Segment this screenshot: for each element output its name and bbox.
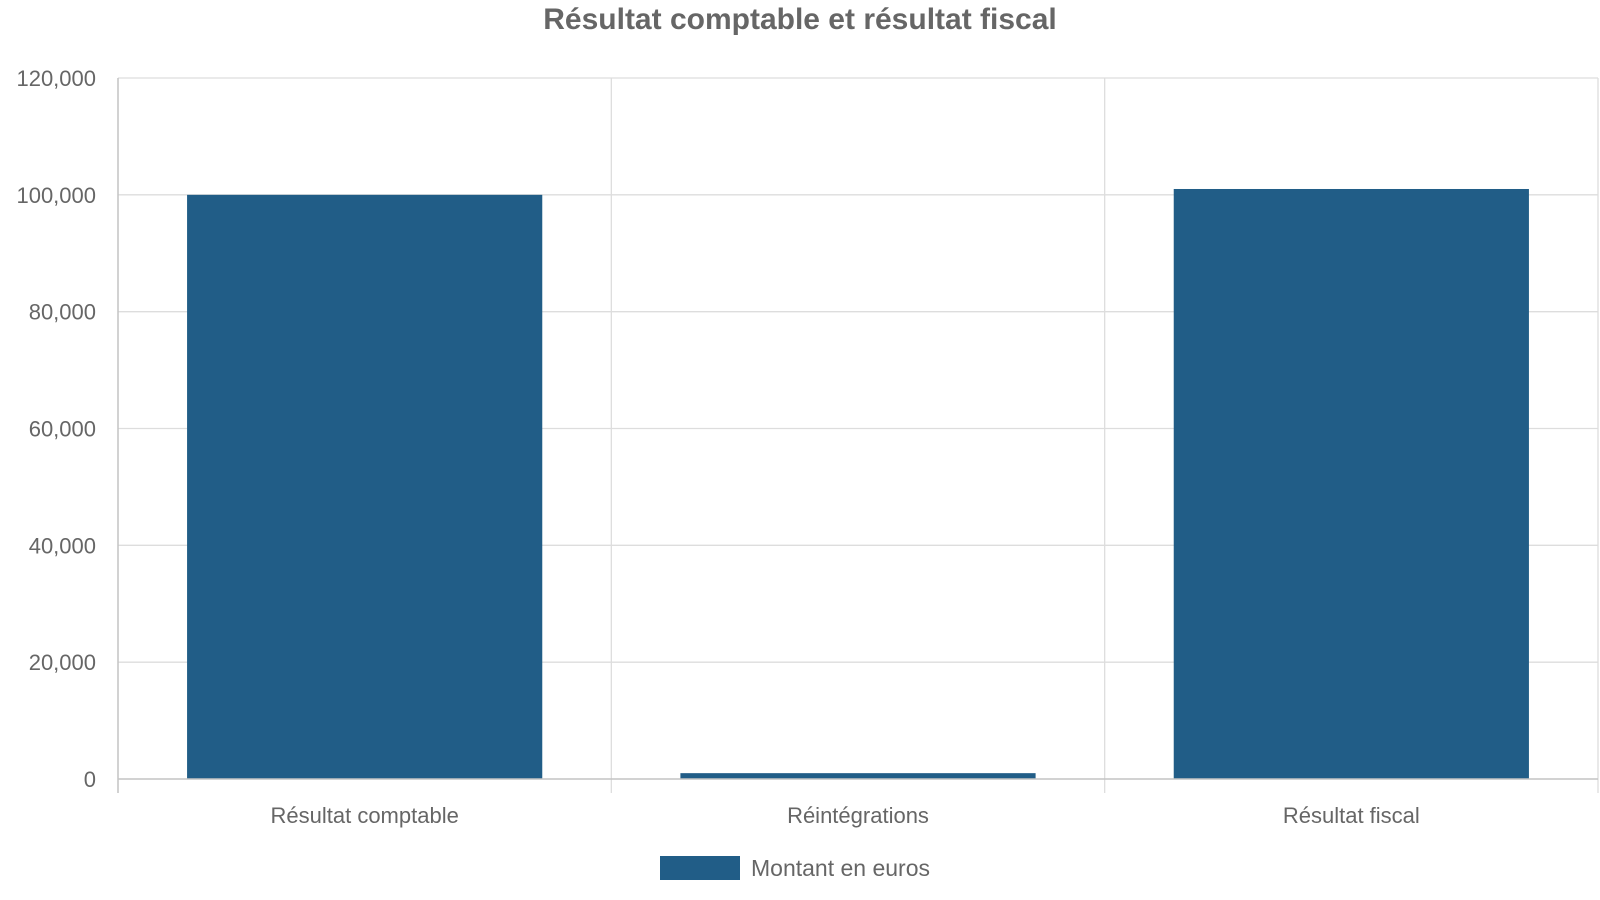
bar[interactable] [187, 194, 543, 780]
y-tick-label: 20,000 [29, 650, 96, 675]
legend-swatch[interactable] [660, 856, 740, 880]
y-tick-label: 100,000 [16, 183, 96, 208]
legend-label[interactable]: Montant en euros [751, 855, 930, 881]
y-tick-label: 40,000 [29, 533, 96, 558]
y-tick-label: 0 [84, 767, 96, 792]
bar-layer [187, 188, 1529, 780]
axis-layer: 0 20,000 40,000 60,000 80,000 100,000 120,000 R… [16, 66, 1598, 828]
y-tick-label: 120,000 [16, 66, 96, 91]
y-tick-label: 60,000 [29, 417, 96, 442]
chart-title: Résultat comptable et résultat fiscal [543, 3, 1057, 36]
x-tick-label: Résultat fiscal [1283, 803, 1420, 828]
bar[interactable] [1173, 188, 1529, 779]
x-tick-label: Résultat comptable [271, 803, 459, 828]
legend[interactable]: Montant en euros [660, 855, 930, 881]
x-tick-label: Réintégrations [787, 803, 929, 828]
y-tick-label: 80,000 [29, 300, 96, 325]
bar[interactable] [680, 773, 1036, 779]
